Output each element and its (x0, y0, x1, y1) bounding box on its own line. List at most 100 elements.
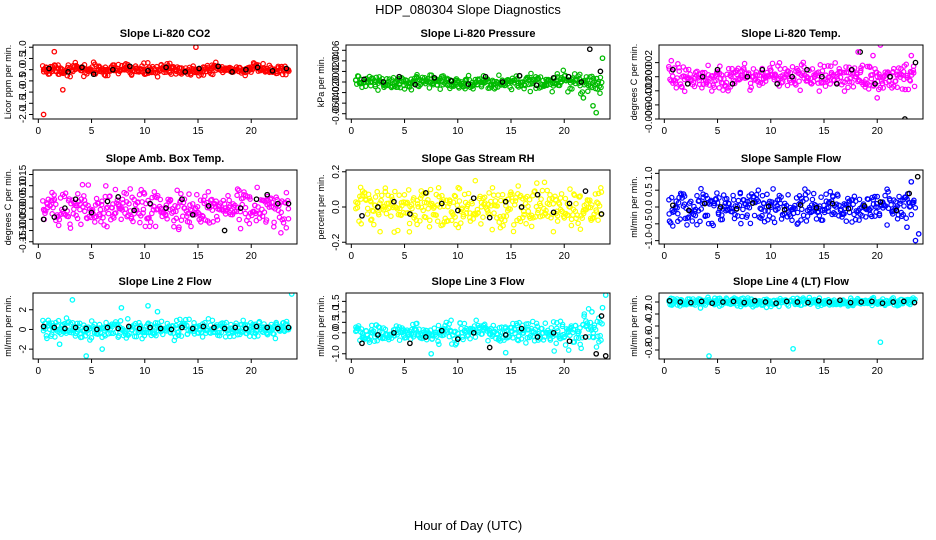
black-point (765, 203, 772, 210)
data-point (687, 71, 694, 78)
x-tick-label: 10 (452, 366, 464, 377)
data-point (821, 63, 828, 70)
y-tick-label: 0.5 (18, 51, 29, 65)
data-point (719, 216, 726, 223)
data-point (573, 215, 579, 222)
data-point (358, 221, 365, 227)
black-point (582, 188, 589, 194)
data-point (850, 84, 857, 90)
data-point (525, 208, 532, 215)
black-point (829, 200, 836, 207)
data-point (594, 333, 601, 340)
outlier-point (590, 102, 596, 109)
data-point (486, 190, 492, 196)
panel: Slope Sample Flow 0 5 10 15 20 -1.0-0.50.0 0.5 1… (629, 153, 924, 262)
data-point (871, 193, 878, 200)
data-point (147, 219, 154, 225)
data-point (665, 63, 672, 70)
data-point (716, 85, 723, 91)
black-point (518, 325, 525, 332)
outlier-point (697, 305, 704, 311)
black-point (699, 73, 706, 80)
data-point (173, 215, 180, 222)
data-point (427, 186, 434, 193)
data-point (523, 340, 529, 346)
panel-title: Slope Amb. Box Temp. (106, 153, 225, 165)
black-point (794, 299, 801, 305)
data-point (127, 208, 134, 214)
data-point (378, 192, 385, 199)
data-point (454, 202, 461, 209)
data-point (417, 195, 424, 202)
data-point (176, 224, 182, 231)
black-point (283, 65, 290, 72)
black-point (566, 338, 573, 345)
data-point (698, 185, 704, 192)
data-point (507, 206, 514, 212)
y-tick-label: 0.06 (331, 40, 342, 60)
data-point (827, 81, 834, 87)
black-point (359, 212, 365, 219)
data-point (729, 208, 736, 215)
data-point (396, 337, 403, 344)
data-point (283, 225, 290, 231)
data-point (410, 195, 417, 201)
data-point (859, 62, 866, 69)
data-point (674, 205, 681, 211)
x-tick-label: 20 (872, 366, 884, 377)
data-point (575, 220, 581, 227)
data-point (269, 199, 275, 206)
data-point (535, 207, 542, 213)
data-point (481, 321, 488, 328)
data-point (792, 205, 798, 212)
outlier-point (288, 293, 295, 297)
data-point (437, 86, 444, 93)
black-point (677, 299, 684, 305)
data-point (515, 183, 522, 189)
data-point (226, 197, 233, 204)
data-point (112, 186, 119, 193)
outlier-point (706, 353, 712, 359)
panel: Slope Line 2 Flow 0 5 10 15 20 -2 0 2 ml/min per … (3, 276, 298, 377)
data-point (143, 329, 150, 336)
data-point (901, 203, 907, 209)
data-point (705, 220, 712, 227)
data-point (803, 218, 810, 224)
black-point (879, 300, 886, 307)
black-point (359, 340, 365, 347)
black-point (833, 80, 840, 87)
black-point (744, 73, 751, 80)
scatter-cloud (665, 57, 918, 95)
data-point (827, 63, 834, 69)
data-point (237, 208, 244, 215)
black-point (90, 71, 97, 78)
data-point (283, 189, 290, 196)
x-tick-label: 20 (246, 366, 258, 377)
data-point (378, 197, 384, 204)
data-point (72, 333, 79, 339)
black-point (586, 46, 593, 53)
x-tick-label: 20 (246, 126, 258, 137)
data-point (499, 191, 506, 198)
data-point (385, 336, 392, 343)
black-point (375, 204, 381, 210)
data-point (485, 337, 491, 344)
x-tick-label: 20 (872, 126, 884, 137)
x-tick-label: 20 (559, 126, 571, 137)
data-point (911, 83, 918, 90)
data-point (491, 210, 497, 216)
data-point (435, 322, 442, 329)
data-point (394, 227, 401, 234)
black-point (274, 325, 281, 332)
outlier-point (912, 237, 919, 244)
black-point (805, 299, 811, 306)
data-point (157, 196, 164, 203)
data-point (760, 200, 767, 207)
data-point (355, 73, 362, 80)
outlier-point (599, 304, 606, 311)
plot-frame (658, 44, 924, 120)
data-point (457, 220, 464, 226)
data-point (777, 66, 784, 72)
y-tick-label: -0.5 (644, 215, 655, 233)
data-point (709, 73, 716, 79)
